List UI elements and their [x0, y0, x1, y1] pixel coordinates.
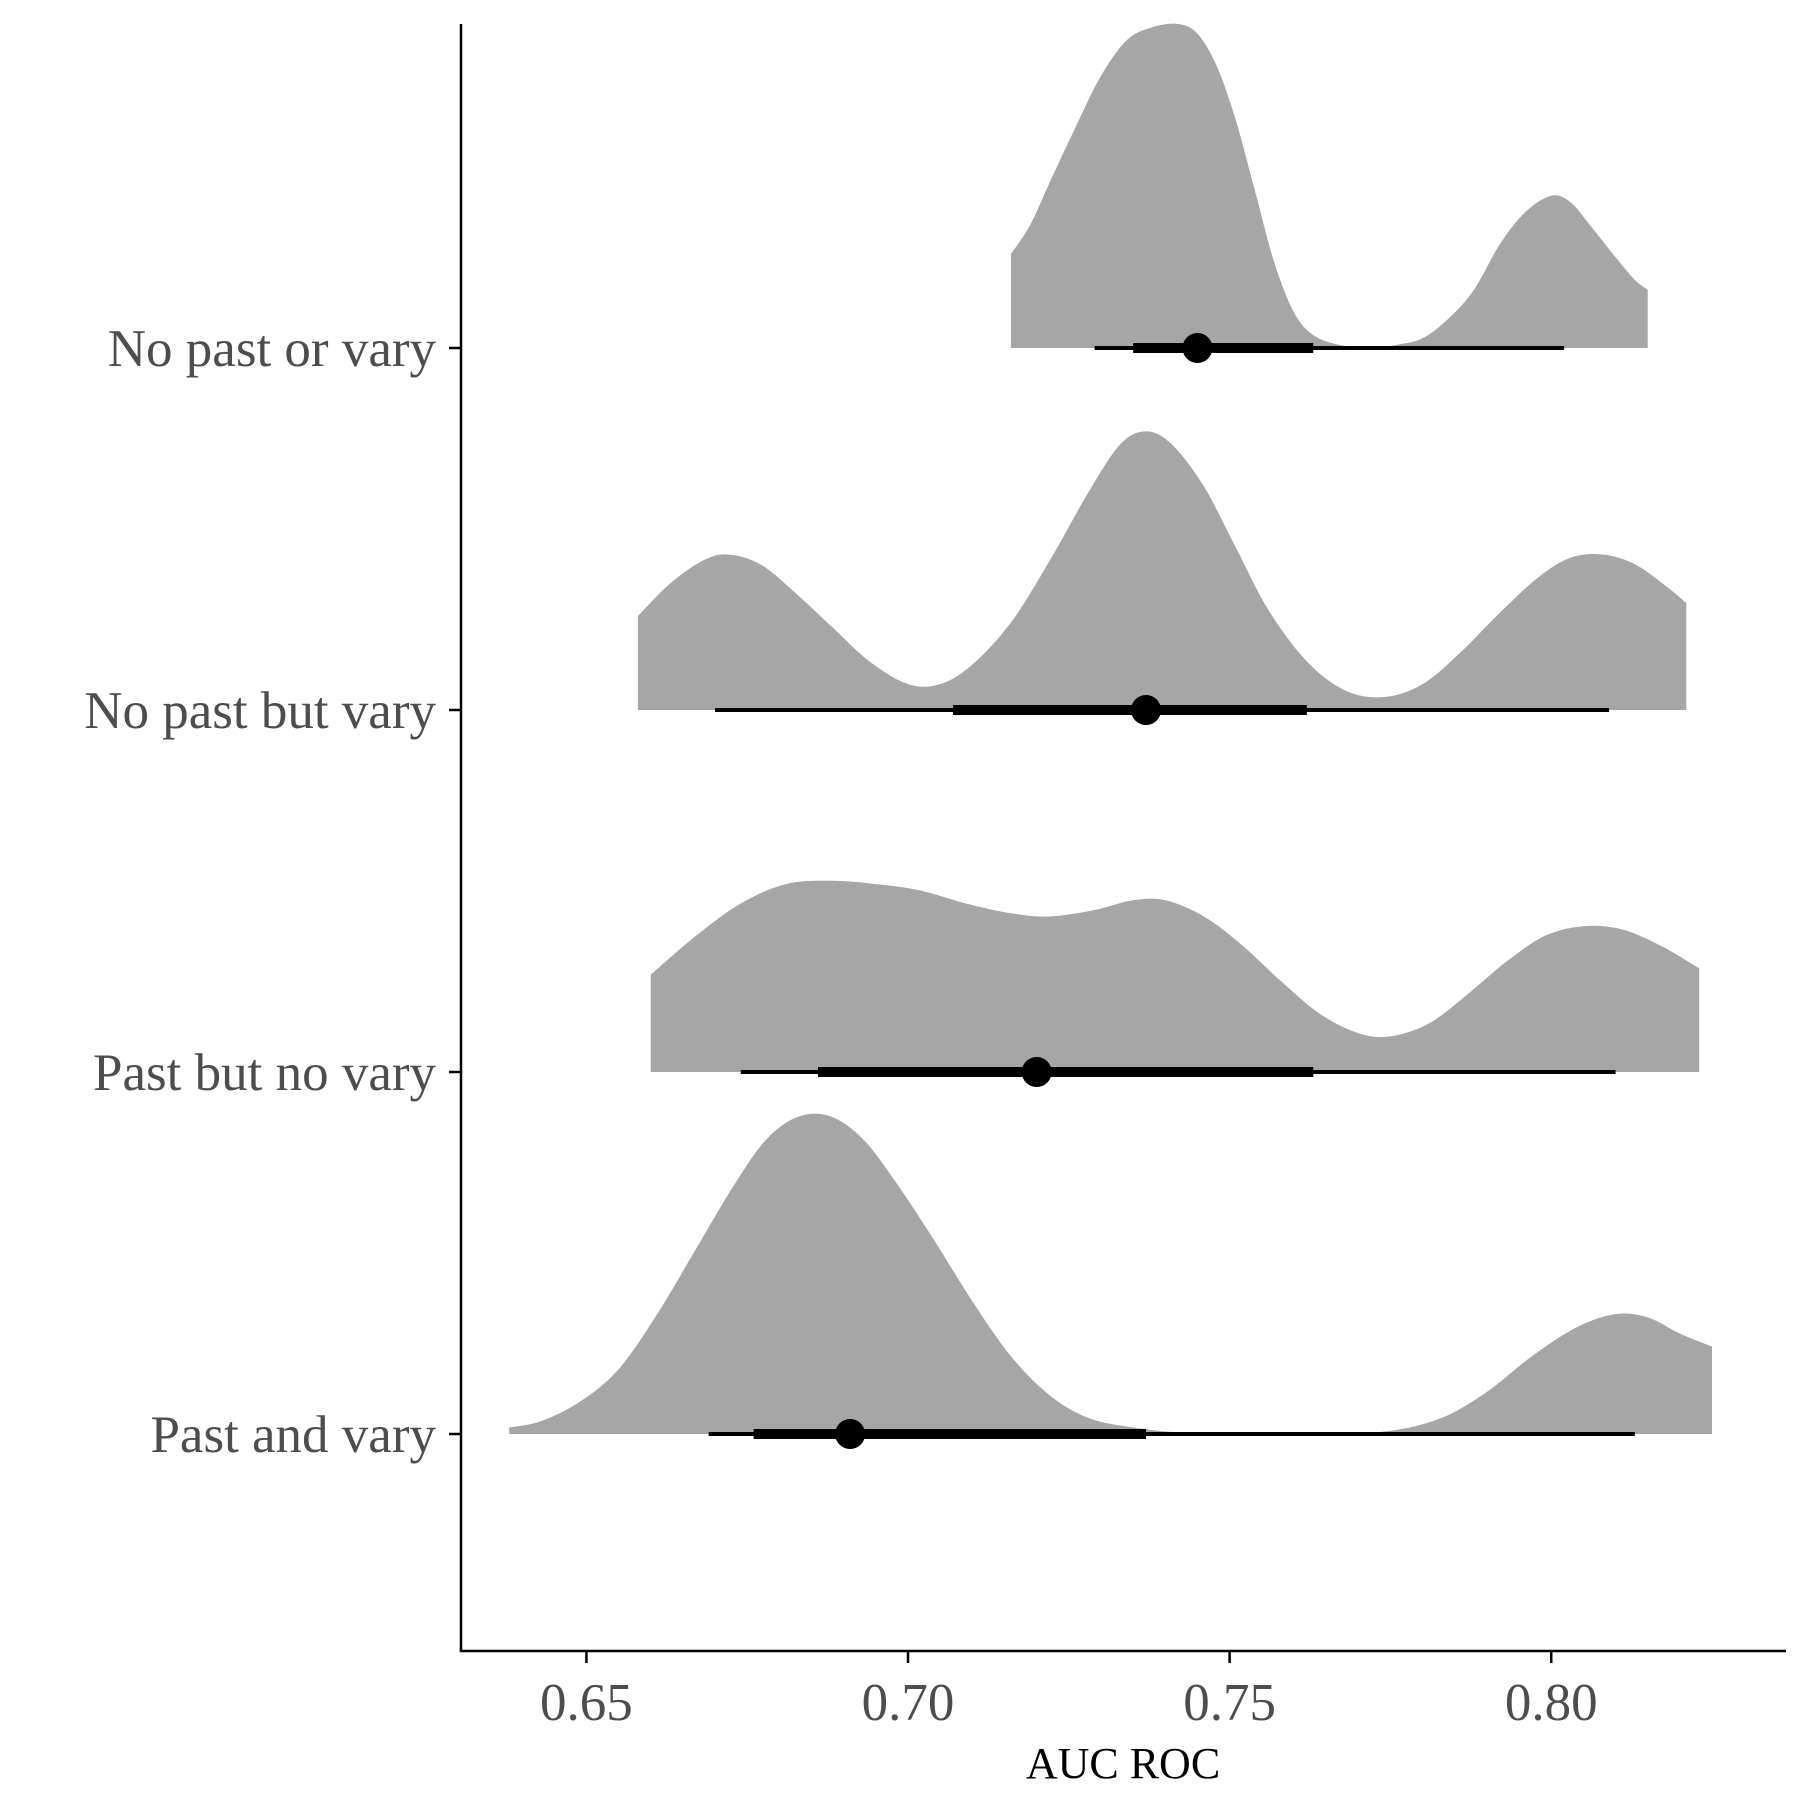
x-tick-label-0.80: 0.80 [1505, 1674, 1598, 1732]
y-tick-label-no-past-but-vary: No past but vary [84, 682, 436, 740]
y-tick-label-past-and-vary: Past and vary [150, 1406, 436, 1464]
x-axis-title: AUC ROC [1026, 1739, 1220, 1788]
point-estimate-past-but-no-vary [1021, 1057, 1052, 1087]
point-estimate-no-past-or-vary [1182, 333, 1213, 363]
density-layer [509, 23, 1713, 1435]
density-no-past-or-vary [1010, 23, 1648, 349]
density-past-but-no-vary [650, 880, 1700, 1072]
x-tick-label-0.65: 0.65 [540, 1674, 633, 1732]
y-axis-ticks: No past or vary No past but vary Past but … [84, 320, 461, 1464]
point-estimate-no-past-but-vary [1131, 695, 1162, 725]
interval-layer [708, 333, 1635, 1449]
y-tick-label-no-past-or-vary: No past or vary [108, 320, 437, 378]
density-no-past-but-vary [637, 431, 1687, 710]
x-tick-label-0.75: 0.75 [1183, 1674, 1276, 1732]
point-estimate-past-and-vary [835, 1419, 866, 1449]
x-axis-ticks: 0.65 0.70 0.75 0.80 [540, 1651, 1598, 1732]
x-tick-label-0.70: 0.70 [862, 1674, 955, 1732]
y-tick-label-past-but-no-vary: Past but no vary [93, 1044, 436, 1102]
density-past-and-vary [509, 1113, 1713, 1435]
